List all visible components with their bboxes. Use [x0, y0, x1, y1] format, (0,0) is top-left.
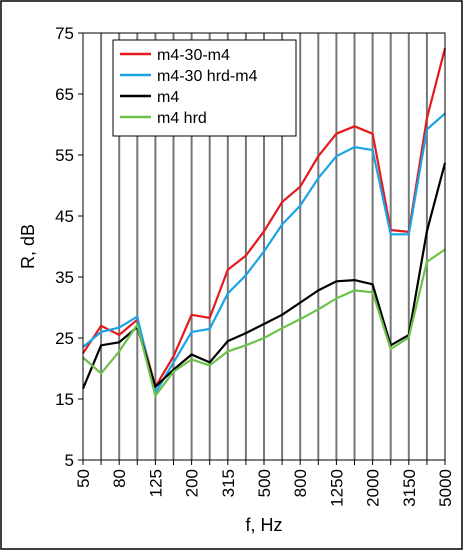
x-tick-label: 125: [146, 469, 165, 497]
legend-box: [112, 39, 297, 137]
x-tick-label: 80: [110, 469, 129, 488]
plot-area-border: [82, 32, 446, 461]
legend-entry-label: m4 hrd: [157, 110, 207, 127]
y-axis-ticks: 5 15 25 35 45 55 65 75: [55, 24, 83, 470]
y-tick-label: 15: [55, 390, 74, 409]
legend-entry-label: m4: [157, 89, 179, 106]
series-line: [82, 112, 446, 394]
y-axis-label: R, dB: [18, 224, 38, 269]
x-tick-label: 2000: [364, 469, 383, 507]
legend-entry-label: m4-30-m4: [157, 47, 230, 64]
x-tick-label: 1250: [327, 469, 346, 507]
legend: m4-30-m4 m4-30 hrd-m4 m4 m4 hrd: [112, 39, 297, 137]
x-tick-label: 500: [255, 469, 274, 497]
x-tick-label: 3150: [400, 469, 419, 507]
series-line: [82, 248, 446, 397]
x-tick-label: 800: [291, 469, 310, 497]
legend-entry-label: m4-30 hrd-m4: [157, 68, 258, 85]
y-tick-label: 25: [55, 329, 74, 348]
x-axis-label: f, Hz: [245, 515, 282, 535]
x-tick-label: 5000: [436, 469, 455, 507]
x-axis-ticks: 50 80 125 200 315 500 800 1250 2000 3150 5000: [74, 460, 455, 507]
y-tick-label: 75: [55, 24, 74, 43]
y-tick-label: 45: [55, 207, 74, 226]
y-tick-label: 65: [55, 85, 74, 104]
y-tick-label: 55: [55, 146, 74, 165]
y-tick-label: 5: [65, 451, 74, 470]
x-tick-label: 200: [183, 469, 202, 497]
x-tick-label: 315: [219, 469, 238, 497]
series-lines: [81, 48, 447, 397]
x-tick-label: 50: [74, 469, 93, 488]
y-tick-label: 35: [55, 268, 74, 287]
